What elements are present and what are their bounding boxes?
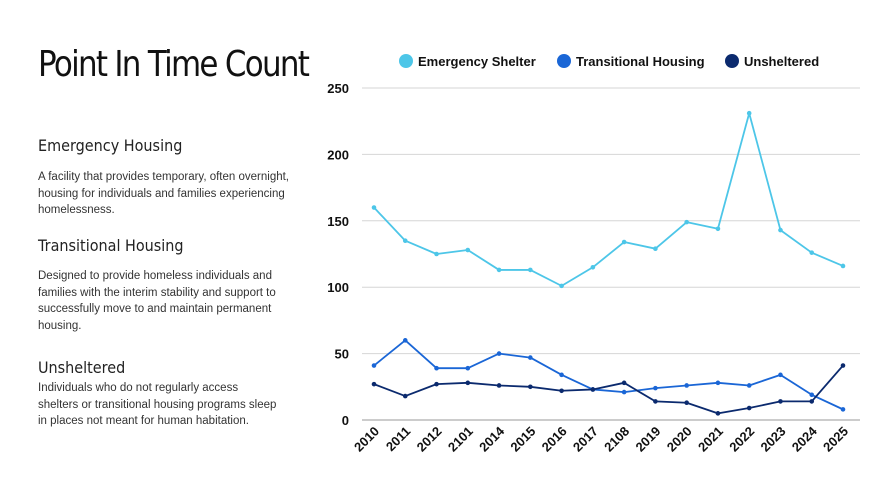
x-tick-label: 2023 [758, 424, 789, 455]
data-point [684, 219, 689, 225]
data-point [371, 363, 377, 368]
x-tick-label: 2025 [820, 424, 851, 455]
data-point [402, 338, 408, 343]
x-tick-label: 2017 [570, 424, 601, 455]
data-point [746, 110, 752, 116]
data-point [528, 355, 533, 360]
data-point [590, 387, 596, 392]
series-line-transitional-housing [373, 339, 844, 411]
data-point [402, 238, 408, 244]
data-point [778, 399, 783, 404]
data-point [559, 372, 564, 378]
legend-label: Unsheltered [744, 54, 819, 69]
data-point [371, 381, 377, 387]
data-point [809, 392, 815, 398]
section-heading-emergency-housing: Emergency Housing [38, 136, 183, 155]
data-point [621, 389, 627, 395]
data-point [559, 283, 564, 289]
data-point [653, 246, 658, 251]
data-point [465, 365, 471, 371]
legend-label: Transitional Housing [576, 54, 705, 69]
data-point [434, 381, 439, 387]
section-text-unsheltered: Individuals who do not regularly access … [38, 382, 277, 427]
data-point [840, 407, 846, 412]
data-point [715, 411, 721, 416]
data-point [590, 264, 596, 270]
data-point [840, 363, 846, 368]
data-point [559, 388, 564, 394]
data-point [684, 383, 689, 388]
data-point [778, 372, 783, 378]
data-point [496, 351, 502, 356]
data-point [809, 399, 815, 404]
x-tick-label: 2015 [507, 424, 538, 455]
data-point [528, 267, 533, 273]
data-point [402, 393, 408, 399]
data-point [371, 205, 377, 210]
y-tick-label: 200 [327, 147, 349, 162]
data-point [809, 250, 815, 255]
x-tick-label: 2101 [445, 424, 476, 455]
page-title: Point In Time Count [38, 44, 310, 85]
data-point [684, 400, 689, 406]
series-line-unsheltered [373, 364, 844, 415]
x-tick-label: 2011 [383, 424, 414, 455]
x-tick-label: 2010 [351, 424, 382, 455]
y-tick-label: 100 [327, 280, 349, 295]
data-point [715, 226, 721, 232]
data-point [621, 239, 627, 245]
x-tick-label: 2022 [726, 424, 757, 455]
data-point [434, 251, 439, 257]
section-heading-transitional-housing: Transitional Housing [38, 236, 184, 255]
data-point [746, 405, 752, 411]
data-point [746, 383, 752, 388]
section-text-emergency-housing: A facility that provides temporary, ofte… [38, 171, 289, 216]
y-tick-label: 150 [327, 214, 349, 229]
x-tick-label: 2020 [664, 424, 695, 455]
x-tick-label: 2024 [789, 423, 821, 455]
section-text-transitional-housing: Designed to provide homeless individuals… [38, 270, 276, 332]
x-tick-label: 2014 [476, 423, 508, 455]
x-tick-label: 2012 [414, 424, 445, 455]
legend-label: Emergency Shelter [418, 54, 536, 69]
data-point [465, 380, 471, 386]
legend-marker [725, 54, 739, 68]
data-point [715, 380, 721, 386]
data-point [653, 385, 658, 391]
data-point [778, 227, 783, 233]
y-tick-label: 250 [327, 81, 349, 96]
x-tick-label: 2019 [632, 424, 663, 455]
data-point [434, 365, 439, 371]
data-point [465, 247, 471, 253]
data-point [653, 399, 658, 404]
data-point [496, 383, 502, 388]
data-point [840, 263, 846, 269]
y-tick-label: 0 [342, 413, 349, 428]
y-tick-label: 50 [335, 347, 349, 362]
series-line-emergency-shelter [373, 112, 844, 287]
data-point [496, 267, 502, 273]
x-tick-label: 2021 [695, 424, 726, 455]
x-tick-label: 2016 [539, 424, 570, 455]
section-heading-unsheltered: Unsheltered [38, 358, 126, 377]
legend-marker [557, 54, 571, 68]
data-point [528, 384, 533, 390]
data-point [621, 380, 627, 386]
legend-marker [399, 54, 413, 68]
x-tick-label: 2108 [601, 424, 632, 455]
